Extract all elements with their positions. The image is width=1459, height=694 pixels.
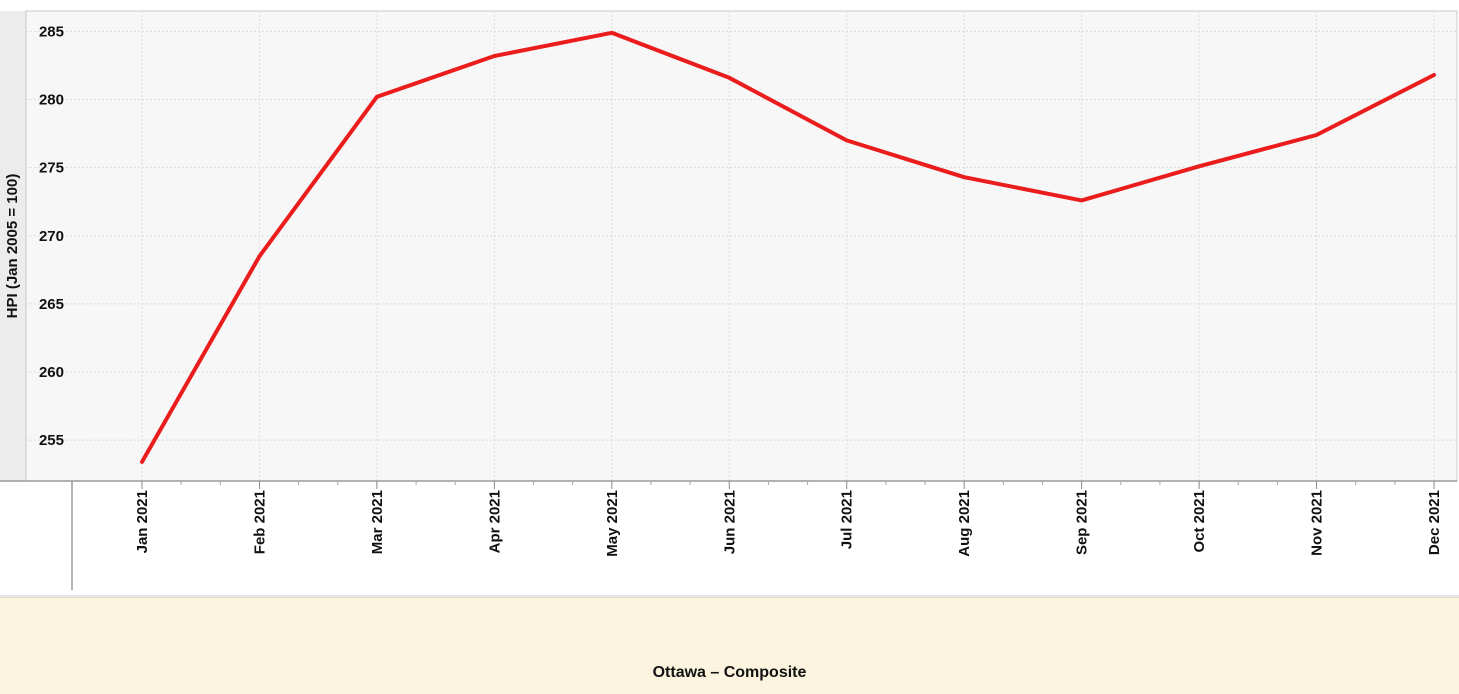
x-tick-label: Oct 2021: [1191, 490, 1208, 553]
y-tick-label: 265: [39, 296, 64, 313]
x-tick-label: May 2021: [604, 490, 621, 557]
y-tick-label: 270: [39, 228, 64, 245]
x-tick-label: Jun 2021: [721, 490, 738, 554]
y-tick-label: 285: [39, 23, 64, 40]
chart-footer: Ottawa – Composite: [0, 597, 1459, 694]
x-tick-label: Apr 2021: [486, 490, 503, 553]
x-tick-label: Jul 2021: [839, 490, 856, 549]
y-tick-label: 280: [39, 92, 64, 109]
series-line: [140, 30, 1436, 464]
x-tick-label: Jan 2021: [134, 490, 151, 553]
y-axis-label-band: [0, 11, 26, 481]
y-tick-label: 275: [39, 160, 64, 177]
chart-title: Ottawa – Composite: [652, 664, 807, 681]
x-tick-label: Dec 2021: [1426, 490, 1443, 555]
chart-canvas: 255 260 265 270 275 280 285 Jan 2021 Feb 2021 Mar…: [0, 10, 1459, 597]
y-tick-label: 260: [39, 364, 64, 381]
chart: HPI (Jan 2005 = 100) 255 260 265 270 275 280 2…: [0, 10, 1459, 597]
y-tick-label: 255: [39, 432, 64, 449]
x-tick-label: Nov 2021: [1309, 490, 1326, 556]
x-tick-label: Mar 2021: [369, 490, 386, 554]
plot-area: [25, 10, 1458, 482]
x-tick-label: Feb 2021: [251, 490, 268, 554]
x-tick-label: Sep 2021: [1074, 490, 1091, 555]
x-tick-label: Aug 2021: [956, 490, 973, 557]
